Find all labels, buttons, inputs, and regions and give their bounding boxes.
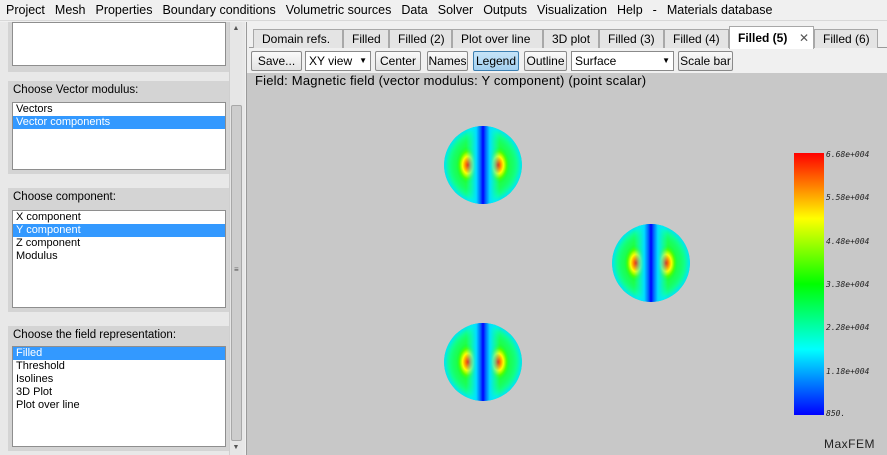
surface-select-value: Surface (575, 54, 617, 68)
scroll-down-icon[interactable]: ▼ (232, 444, 240, 451)
tab-filled-4[interactable]: Filled (4) (664, 29, 729, 48)
legend-button[interactable]: Legend (473, 51, 519, 71)
vector-modulus-option-components[interactable]: Vector components (13, 116, 225, 129)
vector-modulus-option-vectors[interactable]: Vectors (16, 103, 53, 115)
outline-button[interactable]: Outline (524, 51, 567, 71)
left-panel-scrollbar[interactable]: ▲ ≡ ▼ (229, 22, 242, 455)
representation-group: Choose the field representation: Filled … (8, 326, 229, 451)
component-group: Choose component: X component Y componen… (8, 188, 229, 312)
colorbar-label-6: 1.18e+004 (826, 367, 870, 376)
menu-solver[interactable]: Solver (437, 2, 474, 17)
toolbar: Save... XY view ▼ Center Names Legend Ou… (247, 49, 887, 73)
tab-domain-refs[interactable]: Domain refs. (253, 29, 343, 48)
component-option-z[interactable]: Z component (16, 237, 81, 249)
names-button[interactable]: Names (427, 51, 468, 71)
representation-title: Choose the field representation: (13, 329, 177, 341)
view-select[interactable]: XY view ▼ (305, 51, 371, 71)
colorbar-label-2: 5.58e+004 (826, 193, 870, 202)
visualization-panel: Domain refs. Filled Filled (2) Plot over… (246, 22, 887, 455)
representation-list[interactable]: Filled Threshold Isolines 3D Plot Plot o… (12, 346, 226, 447)
menu-boundary-conditions[interactable]: Boundary conditions (162, 2, 276, 17)
maxfem-watermark: MaxFEM (824, 437, 875, 451)
colorbar-label-3: 4.48e+004 (826, 237, 870, 246)
colorbar (794, 153, 824, 415)
representation-option-3d-plot[interactable]: 3D Plot (16, 386, 53, 398)
grip-icon: ≡ (234, 265, 239, 274)
colorbar-label-max: 6.68e+004 (826, 150, 870, 159)
conductor-top (444, 126, 522, 204)
tab-plot-over-line[interactable]: Plot over line (452, 29, 543, 48)
field-plot (444, 126, 824, 415)
scale-bar-button[interactable]: Scale bar (678, 51, 733, 71)
left-panel: Choose Vector modulus: Vectors Vector co… (0, 22, 245, 455)
component-title: Choose component: (13, 191, 116, 203)
menu-bar: Project Mesh Properties Boundary conditi… (0, 0, 887, 21)
vector-modulus-list[interactable]: Vectors Vector components (12, 102, 226, 170)
tab-filled-2[interactable]: Filled (2) (389, 29, 452, 48)
tab-filled-6[interactable]: Filled (6) (814, 29, 878, 48)
component-option-y[interactable]: Y component (13, 224, 225, 237)
tab-filled-3[interactable]: Filled (3) (599, 29, 664, 48)
representation-option-plot-over-line[interactable]: Plot over line (16, 399, 80, 411)
field-title: Field: Magnetic field (vector modulus: Y… (255, 73, 647, 88)
menu-outputs[interactable]: Outputs (483, 2, 527, 17)
representation-option-threshold[interactable]: Threshold (16, 360, 65, 372)
menu-help[interactable]: Help (616, 2, 643, 17)
colorbar-label-4: 3.38e+004 (826, 280, 870, 289)
tab-3d-plot[interactable]: 3D plot (543, 29, 599, 48)
close-tab-icon[interactable]: ✕ (798, 31, 809, 45)
colorbar-label-min: 850. (826, 409, 846, 418)
center-button[interactable]: Center (375, 51, 421, 71)
tab-bar: Domain refs. Filled Filled (2) Plot over… (249, 26, 887, 49)
conductor-bottom (444, 323, 522, 401)
tab-filled-5-label: Filled (5) (738, 31, 788, 45)
view-select-value: XY view (309, 54, 353, 68)
vector-modulus-title: Choose Vector modulus: (13, 84, 139, 96)
scroll-up-icon[interactable]: ▲ (232, 25, 240, 32)
previous-group (8, 22, 229, 72)
previous-list[interactable] (12, 22, 226, 66)
component-list[interactable]: X component Y component Z component Modu… (12, 210, 226, 308)
plot-canvas[interactable]: Field: Magnetic field (vector modulus: Y… (247, 73, 887, 455)
menu-volumetric-sources[interactable]: Volumetric sources (285, 2, 392, 17)
tab-filled-5[interactable]: Filled (5) ✕ (729, 26, 814, 49)
menu-materials-database[interactable]: Materials database (666, 2, 773, 17)
representation-option-filled[interactable]: Filled (13, 347, 225, 360)
dropdown-arrow-icon: ▼ (359, 56, 367, 65)
component-option-x[interactable]: X component (16, 211, 81, 223)
menu-mesh[interactable]: Mesh (54, 2, 86, 17)
dropdown-arrow-icon: ▼ (662, 56, 670, 65)
menu-project[interactable]: Project (6, 2, 45, 17)
menu-data[interactable]: Data (401, 2, 428, 17)
scroll-thumb[interactable]: ≡ (231, 105, 242, 441)
vector-modulus-group: Choose Vector modulus: Vectors Vector co… (8, 81, 229, 174)
tab-filled[interactable]: Filled (343, 29, 389, 48)
representation-option-isolines[interactable]: Isolines (16, 373, 54, 385)
component-option-modulus[interactable]: Modulus (16, 250, 58, 262)
menu-properties[interactable]: Properties (95, 2, 153, 17)
save-button[interactable]: Save... (251, 51, 302, 71)
surface-select[interactable]: Surface ▼ (571, 51, 674, 71)
colorbar-label-5: 2.28e+004 (826, 323, 870, 332)
menu-visualization[interactable]: Visualization (536, 2, 607, 17)
menu-separator: - (652, 2, 657, 17)
conductor-right (612, 224, 690, 302)
